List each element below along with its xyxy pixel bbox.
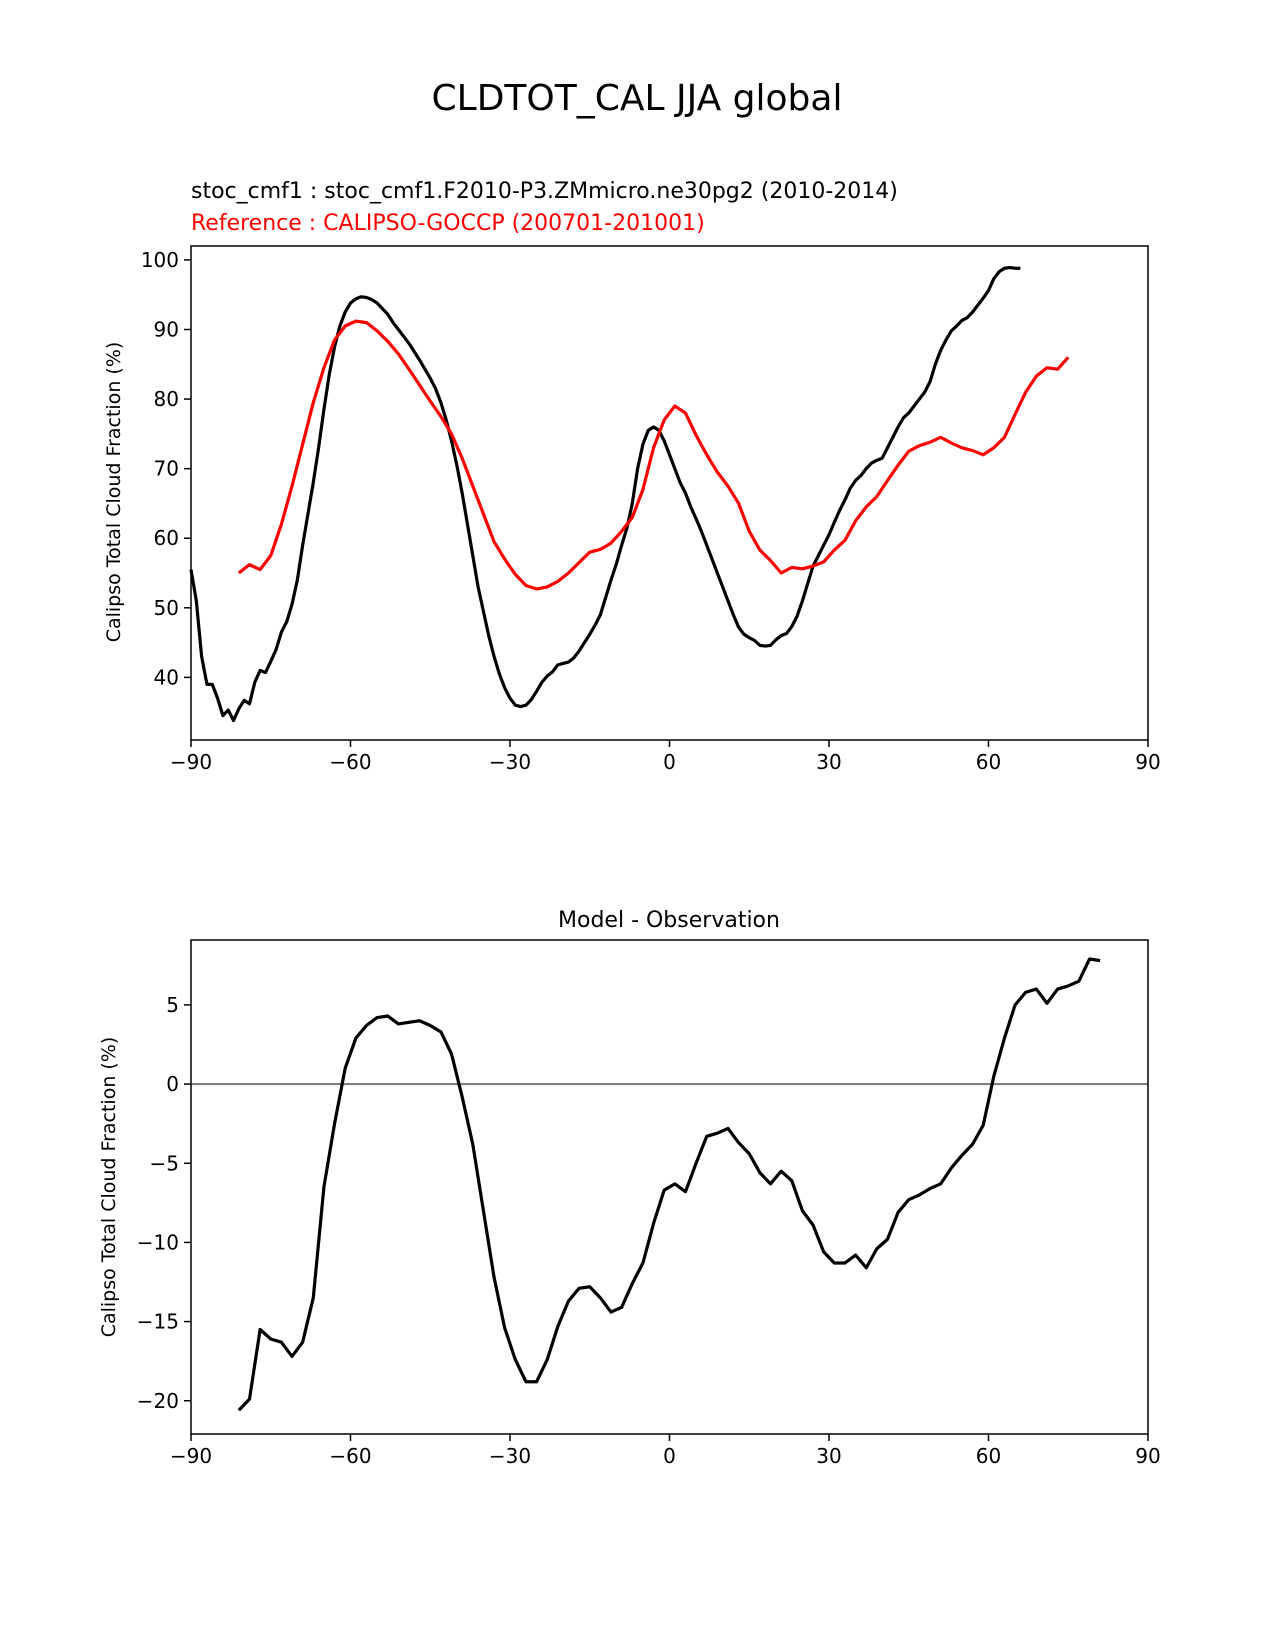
bottom-chart-x-tick-label: 90 xyxy=(1135,1444,1160,1468)
bottom-chart-series-line-1 xyxy=(237,957,1101,1412)
bottom-chart-x-tick-label: 30 xyxy=(816,1444,841,1468)
top-chart-subtitle-model: stoc_cmf1 : stoc_cmf1.F2010-P3.ZMmicro.n… xyxy=(191,179,898,204)
top-chart-x-tick-label: −60 xyxy=(329,750,371,774)
top-chart-series xyxy=(189,265,1070,723)
top-chart-x-tick-label: 60 xyxy=(976,750,1001,774)
top-chart-y-tick-label: 80 xyxy=(154,387,179,411)
bottom-chart-y-tick-label: −5 xyxy=(150,1151,179,1175)
top-chart-y-tick-label: 90 xyxy=(154,317,179,341)
top-chart-x-tick-label: −90 xyxy=(170,750,212,774)
top-chart-series-line-1 xyxy=(189,265,1021,723)
top-chart-x-tick-label: −30 xyxy=(489,750,531,774)
bottom-chart-y-tick-label: 5 xyxy=(166,993,179,1017)
bottom-chart-y-axis-label: Calipso Total Cloud Fraction (%) xyxy=(98,1037,120,1338)
top-chart-y-axis-label: Calipso Total Cloud Fraction (%) xyxy=(103,342,125,643)
bottom-chart-y-tick-label: −10 xyxy=(137,1230,179,1254)
top-chart-y-tick-label: 40 xyxy=(154,665,179,689)
bottom-chart-x-tick-label: −90 xyxy=(170,1444,212,1468)
bottom-chart-ticks: −90 −60 −30 0 30 60 90 5 0 −5 −10 −15 −20 xyxy=(137,993,1161,1468)
top-chart-series-line-2 xyxy=(237,319,1070,591)
top-chart-y-tick-label: 50 xyxy=(154,596,179,620)
bottom-chart-y-tick-label: −15 xyxy=(137,1310,179,1334)
top-chart-panel: stoc_cmf1 : stoc_cmf1.F2010-P3.ZMmicro.n… xyxy=(103,179,1161,774)
top-chart-frame xyxy=(190,245,1149,741)
bottom-chart-title: Model - Observation xyxy=(558,908,780,933)
top-chart-y-tick-label: 70 xyxy=(154,457,179,481)
bottom-chart-x-tick-label: −60 xyxy=(329,1444,371,1468)
bottom-chart-x-tick-label: 0 xyxy=(663,1444,676,1468)
bottom-chart-y-tick-label: 0 xyxy=(166,1072,179,1096)
bottom-chart-panel: Model - Observation Calipso Total Cloud … xyxy=(98,908,1161,1468)
figure-title: CLDTOT_CAL JJA global xyxy=(432,78,843,119)
top-chart-subtitle-reference: Reference : CALIPSO-GOCCP (200701-201001… xyxy=(191,211,705,236)
top-chart-x-tick-label: 0 xyxy=(663,750,676,774)
top-chart-y-tick-label: 60 xyxy=(154,526,179,550)
top-chart-x-tick-label: 30 xyxy=(816,750,841,774)
bottom-chart-series xyxy=(237,957,1101,1412)
top-chart-ticks: −90 −60 −30 0 30 60 90 40 50 60 70 80 90 100 xyxy=(141,248,1161,774)
bottom-chart-x-tick-label: −30 xyxy=(489,1444,531,1468)
top-chart-y-tick-label: 100 xyxy=(141,248,179,272)
bottom-chart-x-tick-label: 60 xyxy=(976,1444,1001,1468)
bottom-chart-frame xyxy=(190,939,1149,1435)
top-chart-x-tick-label: 90 xyxy=(1135,750,1160,774)
bottom-chart-y-tick-label: −20 xyxy=(137,1389,179,1413)
